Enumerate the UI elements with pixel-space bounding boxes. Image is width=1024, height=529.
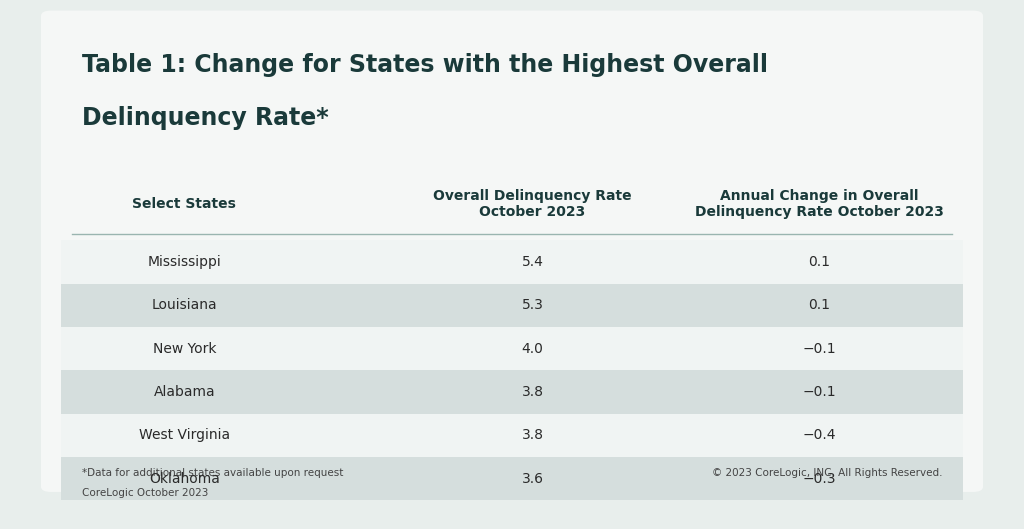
Text: © 2023 CoreLogic, INC. All Rights Reserved.: © 2023 CoreLogic, INC. All Rights Reserv… — [712, 468, 942, 478]
FancyBboxPatch shape — [61, 414, 963, 457]
FancyBboxPatch shape — [61, 370, 963, 414]
Text: Annual Change in Overall
Delinquency Rate October 2023: Annual Change in Overall Delinquency Rat… — [694, 188, 944, 219]
Text: −0.1: −0.1 — [803, 385, 836, 399]
FancyBboxPatch shape — [41, 11, 983, 492]
Text: −0.3: −0.3 — [803, 472, 836, 486]
Text: Table 1: Change for States with the Highest Overall: Table 1: Change for States with the High… — [82, 53, 768, 77]
Text: Delinquency Rate*: Delinquency Rate* — [82, 106, 329, 130]
FancyBboxPatch shape — [61, 327, 963, 370]
Text: Mississippi: Mississippi — [147, 255, 221, 269]
Text: 0.1: 0.1 — [808, 298, 830, 312]
Text: 3.6: 3.6 — [521, 472, 544, 486]
Text: −0.4: −0.4 — [803, 428, 836, 442]
Text: *Data for additional states available upon request: *Data for additional states available up… — [82, 468, 343, 478]
FancyBboxPatch shape — [61, 284, 963, 327]
Text: 3.8: 3.8 — [521, 428, 544, 442]
Text: Oklahoma: Oklahoma — [148, 472, 220, 486]
Text: Alabama: Alabama — [154, 385, 215, 399]
Text: 5.4: 5.4 — [521, 255, 544, 269]
Text: 5.3: 5.3 — [521, 298, 544, 312]
Text: New York: New York — [153, 342, 216, 355]
Text: Overall Delinquency Rate
October 2023: Overall Delinquency Rate October 2023 — [433, 188, 632, 219]
Text: −0.1: −0.1 — [803, 342, 836, 355]
Text: Louisiana: Louisiana — [152, 298, 217, 312]
FancyBboxPatch shape — [61, 240, 963, 284]
Text: Select States: Select States — [132, 197, 237, 211]
Text: 4.0: 4.0 — [521, 342, 544, 355]
FancyBboxPatch shape — [61, 457, 963, 500]
Text: 0.1: 0.1 — [808, 255, 830, 269]
Text: 3.8: 3.8 — [521, 385, 544, 399]
Text: CoreLogic October 2023: CoreLogic October 2023 — [82, 488, 208, 498]
Text: West Virginia: West Virginia — [139, 428, 229, 442]
